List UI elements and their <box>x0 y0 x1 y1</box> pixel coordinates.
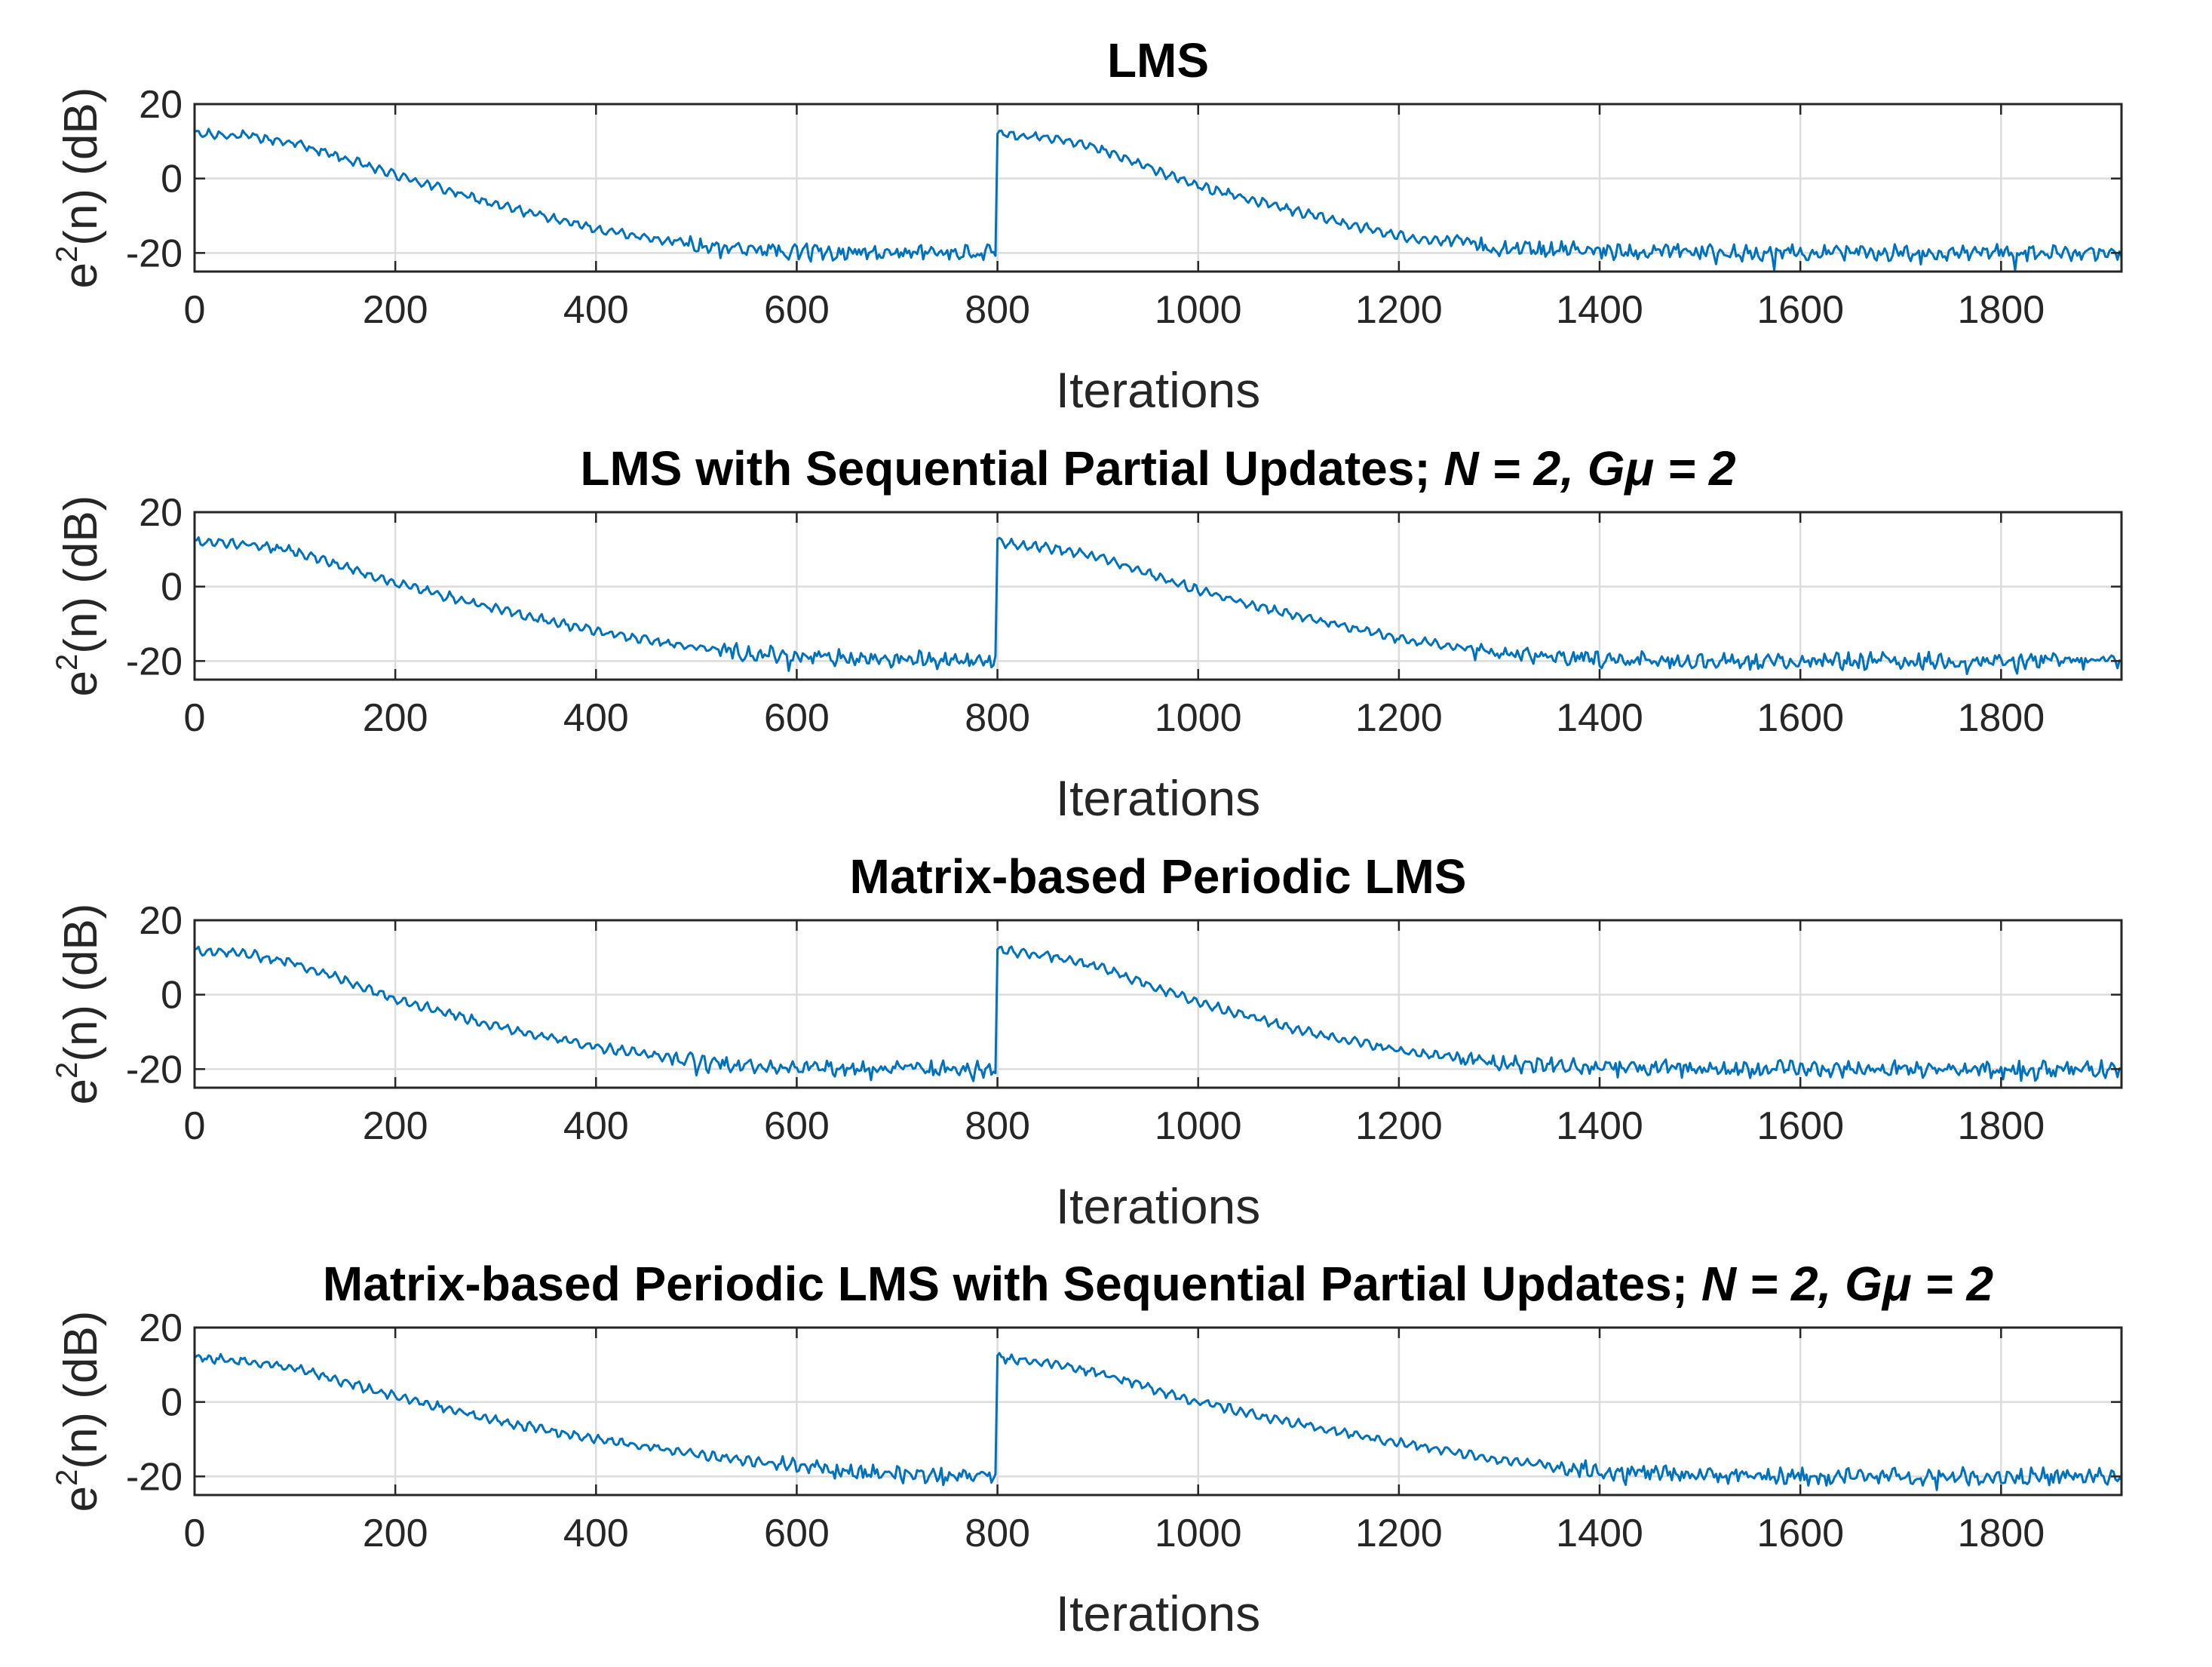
x-tick-label: 1800 <box>1957 696 2045 740</box>
chart-title-main: Matrix-based Periodic LMS <box>850 849 1467 904</box>
x-tick-label: 200 <box>363 1512 428 1555</box>
series-line <box>193 1352 2122 1491</box>
chart-title-main: LMS with Sequential Partial Updates; <box>580 441 1443 496</box>
y-tick-label: 0 <box>161 158 183 201</box>
x-tick-label: 1400 <box>1556 696 1643 740</box>
chart-title: Matrix-based Periodic LMS <box>850 849 1467 904</box>
x-tick-label: 800 <box>965 1512 1030 1555</box>
chart-title-main: Matrix-based Periodic LMS with Sequentia… <box>323 1257 1701 1311</box>
x-tick-label: 400 <box>563 1512 629 1555</box>
y-tick-label: 0 <box>161 1381 183 1425</box>
y-tick-label: -20 <box>126 232 183 275</box>
y-tick-label: 20 <box>139 491 183 535</box>
x-tick-label: 200 <box>363 696 428 740</box>
y-axis-label: e2(n) (dB) <box>51 87 107 289</box>
y-tick-label: -20 <box>126 640 183 683</box>
x-tick-label: 0 <box>184 1104 206 1148</box>
x-tick-label: 1200 <box>1355 696 1443 740</box>
x-axis-label: Iterations <box>1056 770 1260 826</box>
subplot-2: LMS with Sequential Partial Updates; N =… <box>51 441 2123 826</box>
y-tick-label: 20 <box>139 1306 183 1350</box>
y-tick-label: 20 <box>139 83 183 127</box>
x-tick-label: 1600 <box>1756 1104 1844 1148</box>
x-tick-label: 1000 <box>1155 1104 1242 1148</box>
chart-title-main: LMS <box>1107 33 1209 87</box>
axes-box <box>193 511 2123 681</box>
x-tick-label: 200 <box>363 288 428 332</box>
x-tick-label: 0 <box>184 1512 206 1555</box>
x-axis-label: Iterations <box>1056 1178 1260 1234</box>
x-tick-label: 1200 <box>1355 1512 1443 1555</box>
subplot-4: Matrix-based Periodic LMS with Sequentia… <box>51 1257 2123 1641</box>
axes-box <box>193 103 2123 273</box>
x-tick-label: 0 <box>184 696 206 740</box>
chart-title: Matrix-based Periodic LMS with Sequentia… <box>323 1257 1993 1311</box>
y-tick-label: 20 <box>139 899 183 943</box>
x-tick-label: 1600 <box>1756 288 1844 332</box>
x-tick-label: 1800 <box>1957 1104 2045 1148</box>
x-tick-label: 600 <box>764 696 830 740</box>
axes-box <box>193 919 2123 1089</box>
x-tick-label: 1200 <box>1355 288 1443 332</box>
series-line <box>194 127 2123 272</box>
x-tick-label: 400 <box>563 1104 629 1148</box>
x-tick-label: 800 <box>965 288 1030 332</box>
y-tick-label: -20 <box>126 1048 183 1091</box>
x-tick-label: 600 <box>764 288 830 332</box>
x-tick-label: 800 <box>965 1104 1030 1148</box>
x-tick-label: 1200 <box>1355 1104 1443 1148</box>
chart-title: LMS with Sequential Partial Updates; N =… <box>580 441 1735 496</box>
chart-title-params: N = 2, Gμ = 2 <box>1443 441 1735 496</box>
x-tick-label: 600 <box>764 1104 830 1148</box>
y-tick-label: -20 <box>126 1455 183 1499</box>
x-axis-label: Iterations <box>1056 1586 1260 1641</box>
axes-box <box>193 1326 2123 1497</box>
x-tick-label: 0 <box>184 288 206 332</box>
y-axis-label: e2(n) (dB) <box>51 904 107 1105</box>
x-tick-label: 1600 <box>1756 1512 1844 1555</box>
series-line <box>194 945 2122 1082</box>
x-tick-label: 800 <box>965 696 1030 740</box>
x-tick-label: 1400 <box>1556 1512 1643 1555</box>
x-tick-label: 200 <box>363 1104 428 1148</box>
x-axis-label: Iterations <box>1056 362 1260 418</box>
x-tick-label: 400 <box>563 696 629 740</box>
x-tick-label: 1600 <box>1756 696 1844 740</box>
y-axis-label: e2(n) (dB) <box>51 1311 107 1512</box>
x-tick-label: 1000 <box>1155 1512 1242 1555</box>
x-tick-label: 1400 <box>1556 288 1643 332</box>
y-tick-label: 0 <box>161 974 183 1018</box>
x-tick-label: 400 <box>563 288 629 332</box>
series-line <box>194 536 2122 675</box>
y-axis-label: e2(n) (dB) <box>51 496 107 697</box>
x-tick-label: 1800 <box>1957 288 2045 332</box>
x-tick-label: 1000 <box>1155 288 1242 332</box>
x-tick-label: 1400 <box>1556 1104 1643 1148</box>
x-tick-label: 1800 <box>1957 1512 2045 1555</box>
y-tick-label: 0 <box>161 566 183 609</box>
chart-title: LMS <box>1107 33 1209 87</box>
x-tick-label: 600 <box>764 1512 830 1555</box>
x-tick-label: 1000 <box>1155 696 1242 740</box>
chart-title-params: N = 2, Gμ = 2 <box>1701 1257 1993 1311</box>
